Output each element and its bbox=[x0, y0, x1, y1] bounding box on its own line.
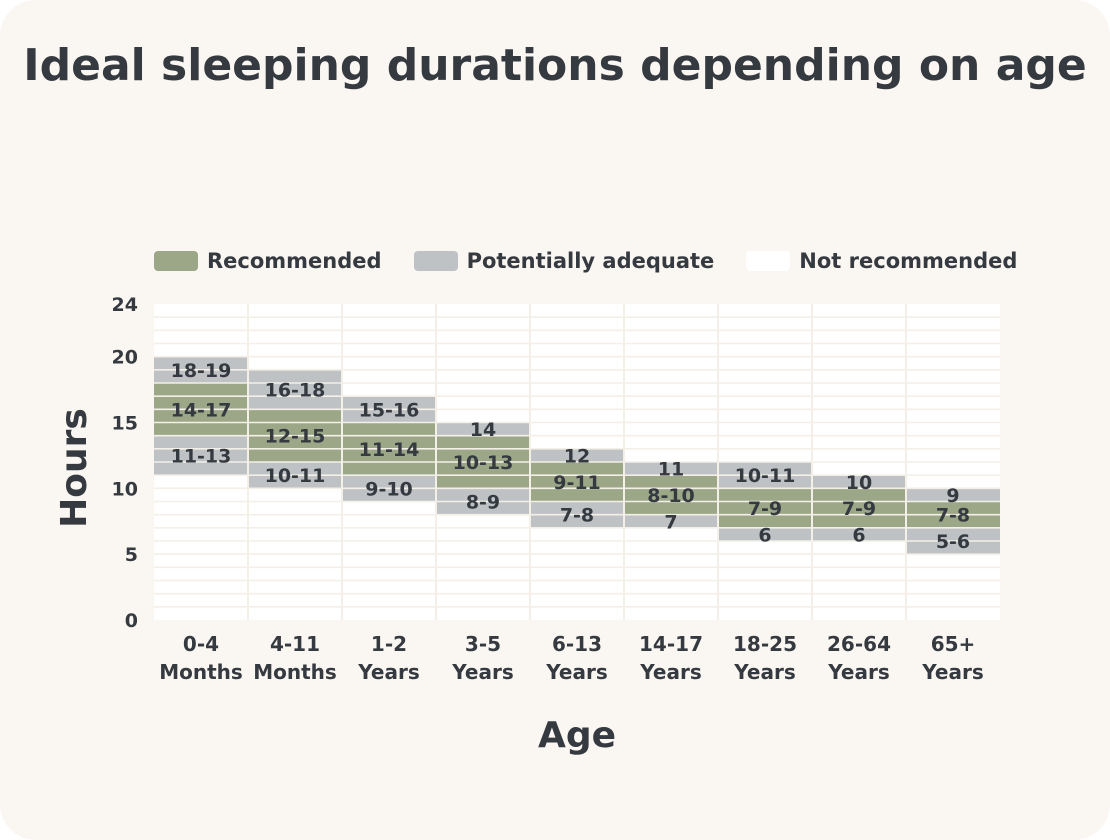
legend-item-adequate: Potentially adequate bbox=[413, 249, 715, 273]
bar-segment-adequate bbox=[812, 475, 906, 489]
bar-segment-recommended bbox=[624, 475, 718, 515]
y-axis-title: Hours bbox=[54, 408, 95, 528]
segment-label: 9-10 bbox=[365, 478, 413, 500]
x-tick-label: 26-64 bbox=[827, 632, 891, 656]
x-tick-label: Years bbox=[451, 660, 513, 684]
x-tick-label: Years bbox=[921, 660, 983, 684]
bar-segment-adequate bbox=[624, 462, 718, 476]
bar-segment-adequate bbox=[436, 422, 530, 436]
legend-swatch-recommended bbox=[154, 251, 198, 271]
x-tick-label: 1-2 bbox=[371, 632, 407, 656]
x-tick-label: 4-11 bbox=[270, 632, 320, 656]
legend-item-recommended: Recommended bbox=[154, 249, 382, 273]
segment-label: 9-11 bbox=[553, 472, 601, 494]
segment-label: 15-16 bbox=[359, 399, 420, 421]
x-tick-label: Years bbox=[827, 660, 889, 684]
segment-label: 10-11 bbox=[735, 465, 796, 487]
x-tick-label: Years bbox=[545, 660, 607, 684]
x-tick-label: Years bbox=[639, 660, 701, 684]
y-tick-label: 10 bbox=[112, 478, 138, 500]
legend-label-recommended: Recommended bbox=[207, 249, 382, 273]
x-tick-label: Months bbox=[253, 660, 337, 684]
chart-legend: Recommended Potentially adequate Not rec… bbox=[154, 246, 1049, 276]
segment-label: 7-8 bbox=[560, 505, 594, 527]
bar-segment-adequate bbox=[624, 514, 718, 528]
bar-segment-adequate bbox=[906, 488, 1000, 502]
y-tick-label: 20 bbox=[112, 347, 138, 369]
segment-label: 12-15 bbox=[265, 426, 326, 448]
segment-label: 7 bbox=[664, 511, 677, 533]
bar-segment-adequate bbox=[530, 448, 624, 462]
segment-label: 5-6 bbox=[936, 531, 970, 553]
bar-segment-adequate bbox=[154, 435, 248, 476]
y-tick-label: 5 bbox=[125, 544, 138, 566]
legend-label-not-recommended: Not recommended bbox=[799, 249, 1018, 273]
y-tick-label: 24 bbox=[112, 294, 138, 316]
x-tick-label: Years bbox=[357, 660, 419, 684]
bar-segment-recommended bbox=[812, 488, 906, 528]
segment-label: 12 bbox=[564, 445, 590, 467]
segment-label: 10-11 bbox=[265, 465, 326, 487]
bar-segment-recommended bbox=[718, 488, 812, 528]
segment-label: 14-17 bbox=[171, 399, 232, 421]
x-axis-title: Age bbox=[538, 715, 616, 756]
segment-label: 7-9 bbox=[748, 498, 782, 520]
x-tick-label: 6-13 bbox=[552, 632, 602, 656]
segment-label: 10-13 bbox=[453, 452, 514, 474]
legend-label-adequate: Potentially adequate bbox=[466, 249, 715, 273]
legend-swatch-not-recommended bbox=[746, 251, 791, 271]
segment-label: 10 bbox=[846, 472, 872, 494]
y-tick-label: 0 bbox=[125, 610, 138, 632]
segment-label: 16-18 bbox=[265, 380, 326, 402]
segment-label: 18-19 bbox=[171, 360, 232, 382]
segment-label: 11 bbox=[658, 459, 684, 481]
bar-segment-recommended bbox=[530, 462, 624, 502]
x-tick-label: 3-5 bbox=[465, 632, 501, 656]
segment-label: 11-14 bbox=[359, 439, 420, 461]
segment-label: 7-8 bbox=[936, 505, 970, 527]
legend-swatch-adequate bbox=[413, 251, 458, 271]
bar-segment-adequate bbox=[812, 527, 906, 541]
x-tick-label: 65+ bbox=[931, 632, 976, 656]
chart-title: Ideal sleeping durations depending on ag… bbox=[23, 40, 1087, 91]
x-tick-label: 14-17 bbox=[639, 632, 703, 656]
segment-label: 8-9 bbox=[466, 492, 500, 514]
bar-segment-adequate bbox=[718, 527, 812, 541]
segment-label: 11-13 bbox=[171, 445, 232, 467]
x-tick-label: 0-4 bbox=[183, 632, 219, 656]
segment-label: 9 bbox=[946, 485, 959, 507]
bar-segment-adequate bbox=[248, 369, 342, 410]
y-tick-label: 15 bbox=[112, 413, 138, 435]
x-tick-label: 18-25 bbox=[733, 632, 797, 656]
segment-label: 7-9 bbox=[842, 498, 876, 520]
segment-label: 8-10 bbox=[647, 485, 695, 507]
x-tick-label: Months bbox=[159, 660, 243, 684]
legend-item-not-recommended: Not recommended bbox=[746, 249, 1017, 273]
segment-label: 6 bbox=[758, 524, 771, 546]
x-tick-label: Years bbox=[733, 660, 795, 684]
segment-label: 6 bbox=[852, 524, 865, 546]
segment-label: 14 bbox=[470, 419, 496, 441]
